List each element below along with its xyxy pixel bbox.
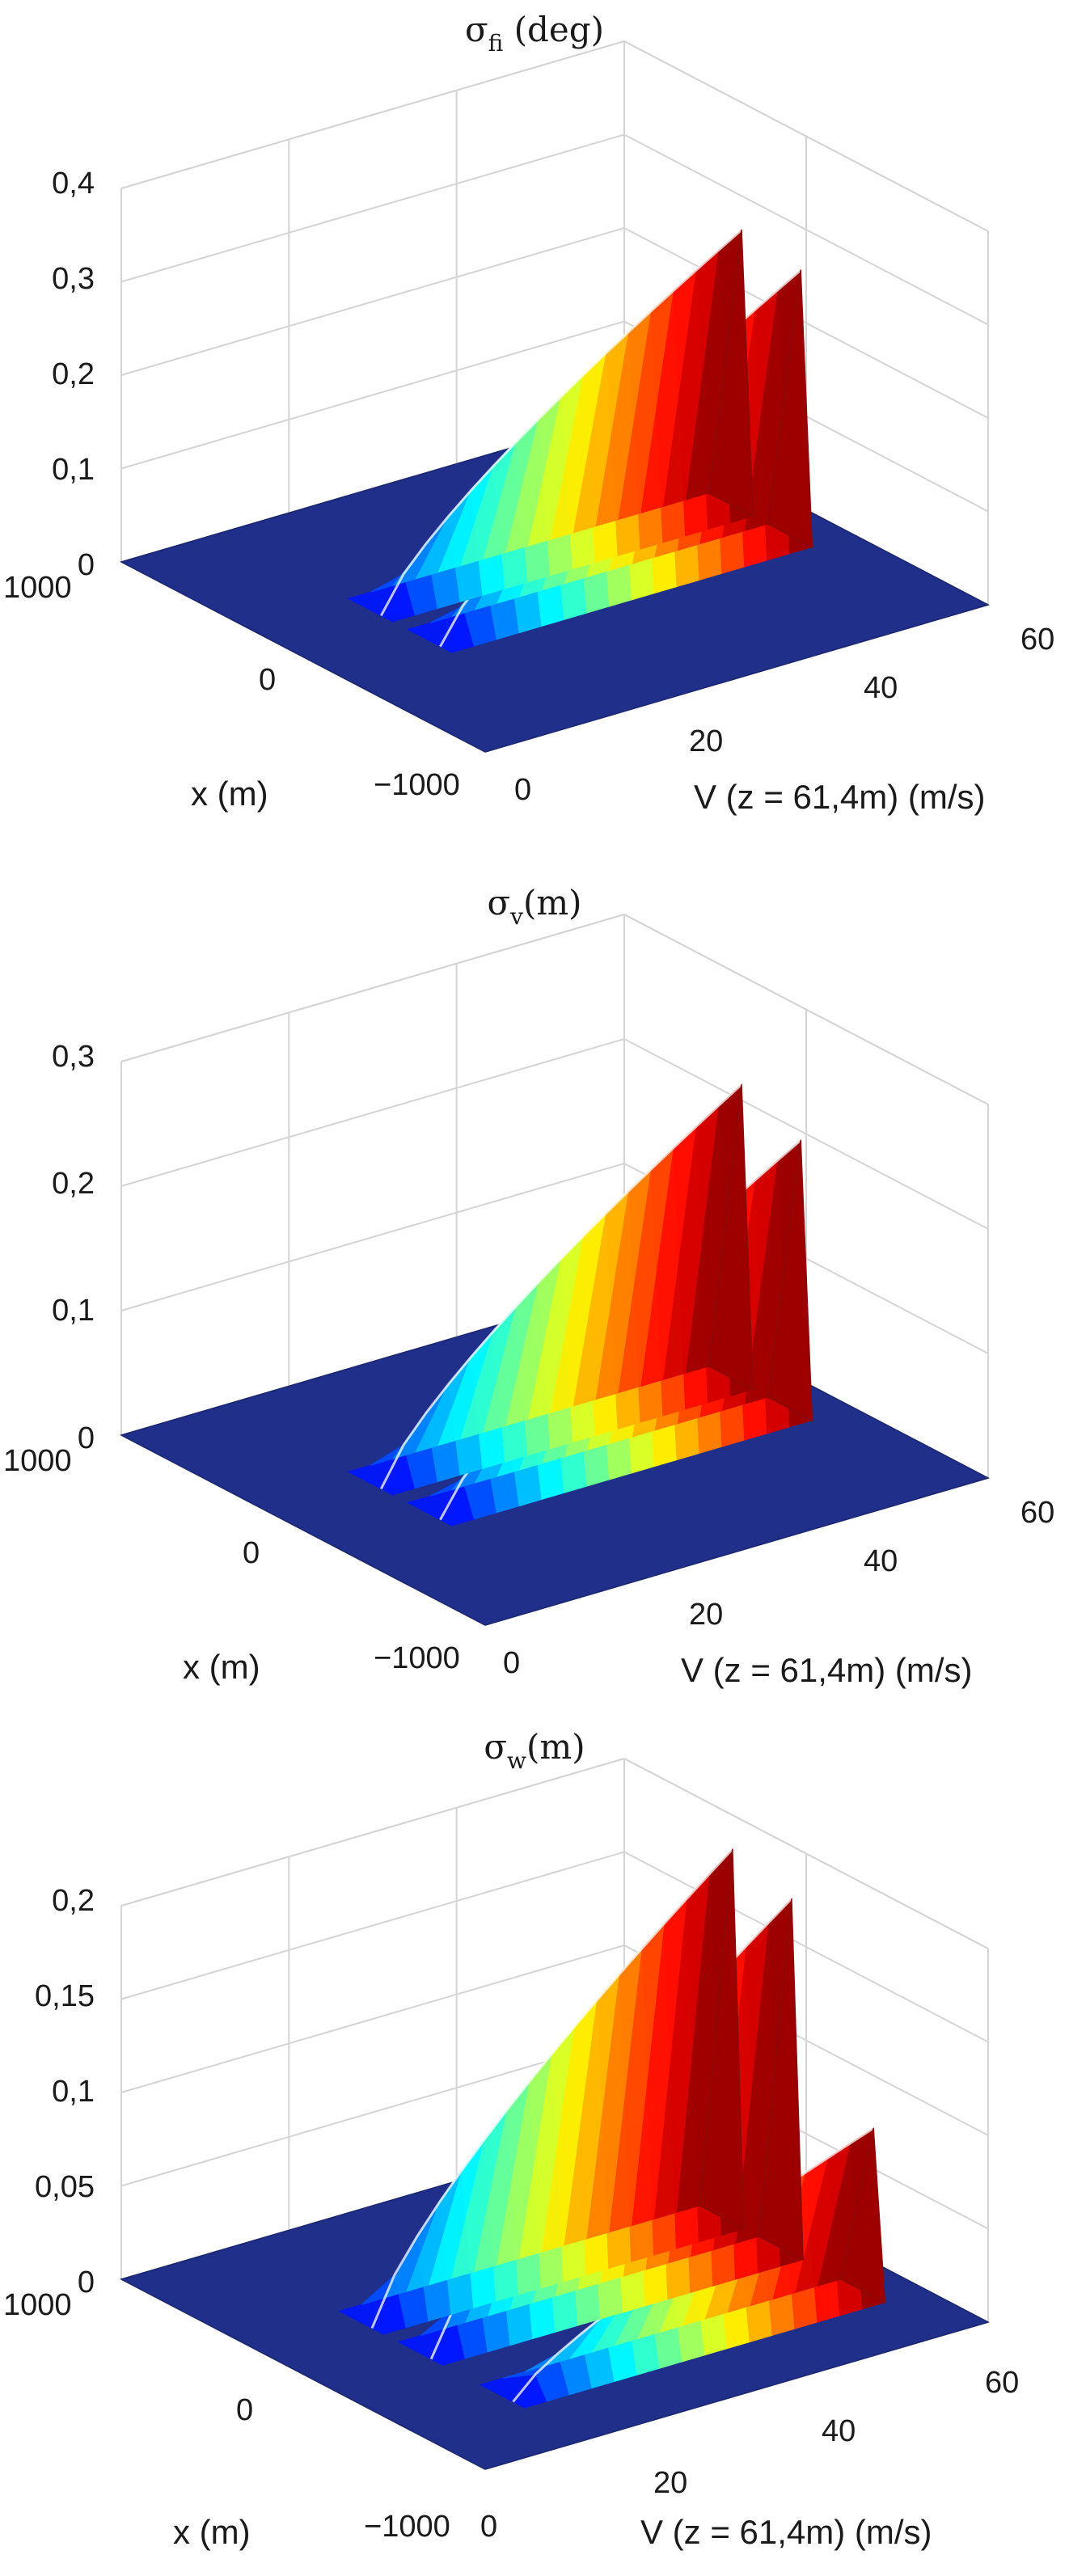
surface bbox=[120, 1848, 990, 2470]
ridge-peak bbox=[767, 270, 813, 548]
z-tick-label: 0,15 bbox=[35, 1979, 95, 2013]
surface-plot bbox=[120, 1758, 990, 2470]
v-tick-label: 60 bbox=[1020, 1496, 1055, 1530]
surface-plot bbox=[120, 40, 990, 753]
x-tick-label: 1000 bbox=[3, 571, 72, 605]
ridge-crest bbox=[379, 1083, 743, 1490]
z-tick-label: 0,3 bbox=[52, 262, 95, 296]
chart-panel-sigma-w: σw(m) 0,2 0,15 0,1 0,05 0 1000 0 −1000 0… bbox=[0, 1717, 1069, 2576]
x-axis-label: x (m) bbox=[191, 775, 268, 813]
v-tick-label: 0 bbox=[514, 773, 532, 807]
x-tick-label: −1000 bbox=[374, 1641, 460, 1675]
x-tick-label: 0 bbox=[243, 1536, 260, 1570]
surface-plot bbox=[120, 914, 990, 1626]
chart-title: σw(m) bbox=[484, 1727, 585, 1774]
v-tick-label: 20 bbox=[689, 1598, 724, 1632]
ridge-peak bbox=[767, 1140, 813, 1421]
v-tick-label: 40 bbox=[864, 671, 898, 705]
v-tick-label: 60 bbox=[1020, 623, 1055, 657]
z-tick-label: 0,1 bbox=[52, 453, 95, 487]
z-tick-label: 0,1 bbox=[52, 2075, 95, 2109]
x-tick-label: −1000 bbox=[364, 2510, 450, 2544]
v-axis-label: V (z = 61,4m) (m/s) bbox=[681, 1651, 973, 1689]
z-tick-label: 0,3 bbox=[52, 1040, 95, 1074]
z-tick-label: 0 bbox=[77, 2266, 95, 2299]
chart-title: σfi (deg) bbox=[464, 10, 605, 57]
v-tick-label: 0 bbox=[480, 2510, 498, 2544]
v-tick-label: 20 bbox=[689, 724, 724, 758]
z-tick-label: 0 bbox=[77, 548, 95, 582]
chart-panel-sigma-fi: σfi (deg) 0,4 0,3 0,2 0,1 0 1000 0 −1000… bbox=[0, 0, 1069, 859]
chart-title: σv(m) bbox=[487, 883, 582, 930]
surface bbox=[120, 229, 990, 753]
ridge-peak bbox=[699, 1849, 745, 2230]
ridge-peak bbox=[708, 230, 754, 517]
x-tick-label: −1000 bbox=[374, 768, 460, 802]
z-tick-label: 0,4 bbox=[52, 167, 95, 201]
v-tick-label: 20 bbox=[653, 2466, 688, 2500]
z-tick-label: 0,2 bbox=[52, 357, 95, 391]
z-tick-label: 0,2 bbox=[52, 1167, 95, 1201]
ridge-crest bbox=[379, 229, 743, 617]
ridge-peak bbox=[758, 1898, 804, 2261]
z-tick-label: 0,1 bbox=[52, 1294, 95, 1328]
x-axis-label: x (m) bbox=[173, 2513, 251, 2551]
v-tick-label: 0 bbox=[503, 1646, 521, 1680]
v-axis-label: V (z = 61,4m) (m/s) bbox=[640, 2513, 932, 2551]
z-tick-label: 0,05 bbox=[35, 2170, 95, 2204]
x-tick-label: 1000 bbox=[3, 2288, 72, 2322]
v-axis-label: V (z = 61,4m) (m/s) bbox=[694, 778, 986, 816]
chart-panel-sigma-v: σv(m) 0,3 0,2 0,1 0 1000 0 −1000 0 20 40… bbox=[0, 873, 1069, 1732]
x-axis-label: x (m) bbox=[183, 1648, 260, 1686]
ridge-peak bbox=[708, 1084, 754, 1391]
z-tick-label: 0 bbox=[77, 1421, 95, 1455]
x-tick-label: 0 bbox=[259, 663, 277, 697]
z-tick-label: 0,2 bbox=[52, 1884, 95, 1918]
v-tick-label: 40 bbox=[822, 2414, 856, 2448]
v-tick-label: 60 bbox=[985, 2366, 1020, 2400]
ridge-peak bbox=[839, 2128, 886, 2304]
surface bbox=[120, 1083, 990, 1626]
x-tick-label: 1000 bbox=[3, 1444, 72, 1478]
ridge-crest bbox=[370, 1848, 733, 2329]
v-tick-label: 40 bbox=[864, 1544, 898, 1578]
x-tick-label: 0 bbox=[236, 2393, 254, 2427]
